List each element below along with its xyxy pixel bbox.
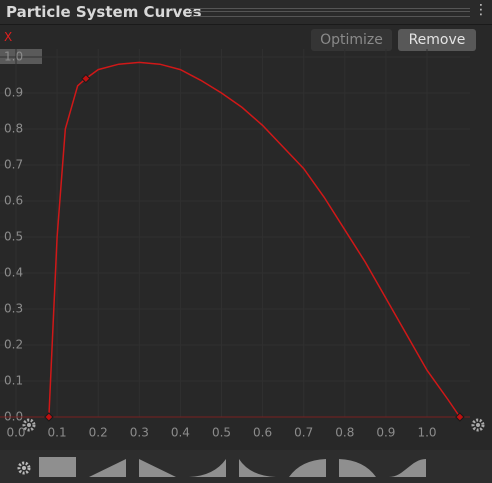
x-tick-label: 0.0 (6, 426, 25, 440)
gear-left[interactable] (22, 418, 36, 432)
title: Particle System Curves (6, 3, 202, 21)
x-tick-label: 0.4 (171, 426, 190, 440)
keyframe[interactable] (81, 73, 91, 84)
preset-ease-in[interactable] (189, 459, 226, 477)
x-tick-label: 0.7 (294, 426, 313, 440)
x-tick-label: 0.3 (130, 426, 149, 440)
preset-ease-out-down[interactable] (239, 459, 276, 477)
x-tick-label: 0.6 (253, 426, 272, 440)
y-tick-label: 0.4 (4, 266, 23, 280)
menu[interactable]: ⋮ (474, 2, 488, 18)
gear-right[interactable] (471, 418, 485, 432)
keyframe[interactable] (44, 412, 54, 422)
remove-button[interactable]: Remove (398, 29, 476, 51)
y-tick-label: 0.6 (4, 194, 23, 208)
keyframe[interactable] (455, 412, 465, 422)
curve (48, 61, 461, 418)
x-tick-label: 0.8 (335, 426, 354, 440)
grip (190, 8, 470, 17)
preset-linear-down[interactable] (139, 459, 176, 477)
y-tick-label: 0.2 (4, 338, 23, 352)
preset-ease-out[interactable] (289, 459, 326, 477)
x-tick-label: 0.9 (376, 426, 395, 440)
header: Particle System Curves ⋮ (0, 0, 492, 25)
y-tick-label: 0.5 (4, 230, 23, 244)
y-tick-label: 0.1 (4, 374, 23, 388)
y-tick-label: 0.3 (4, 302, 23, 316)
grip-mid (190, 11, 470, 12)
y-tick-label: 0.7 (4, 158, 23, 172)
curve-label: X (4, 30, 13, 44)
x-tick-label: 0.2 (89, 426, 108, 440)
preset-gear[interactable] (17, 461, 31, 475)
y-tick-label: 0.8 (4, 122, 23, 136)
presets (39, 457, 426, 477)
preset-ease-in-down[interactable] (339, 459, 376, 477)
x-tick-label: 0.1 (48, 426, 67, 440)
y-tick-label: 1.0 (4, 50, 23, 64)
x-tick-label: 1.0 (417, 426, 436, 440)
preset-ease-in-out[interactable] (389, 459, 426, 477)
x-tick-label: 0.5 (212, 426, 231, 440)
y-tick-label: 0.9 (4, 86, 23, 100)
preset-constant[interactable] (39, 457, 76, 477)
preset-linear-up[interactable] (89, 459, 126, 477)
optimize-button[interactable]: Optimize (311, 29, 392, 51)
